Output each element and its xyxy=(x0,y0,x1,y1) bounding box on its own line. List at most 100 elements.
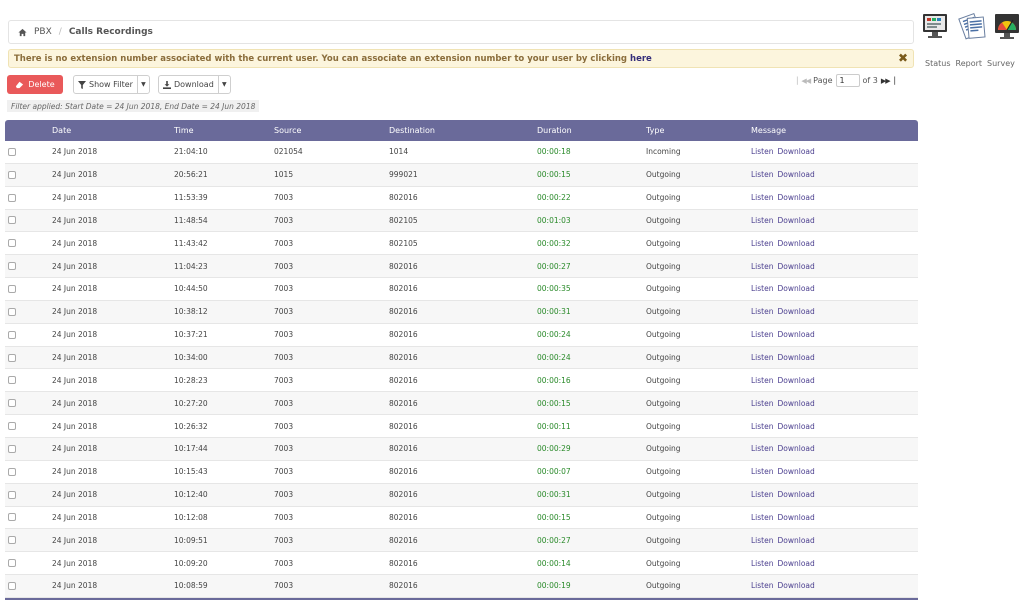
download-link[interactable]: Download xyxy=(777,353,815,363)
download-link[interactable]: Download xyxy=(777,284,815,294)
row-checkbox[interactable] xyxy=(8,330,16,339)
cell-type: Outgoing xyxy=(646,490,681,500)
last-page-icon[interactable]: ▶▶▕ xyxy=(880,76,895,85)
download-link[interactable]: Download xyxy=(777,535,815,545)
row-checkbox[interactable] xyxy=(8,559,16,568)
download-link[interactable]: Download xyxy=(777,147,815,157)
row-checkbox[interactable] xyxy=(8,193,16,202)
download-link[interactable]: Download xyxy=(777,421,815,431)
header-type[interactable]: Type xyxy=(646,126,665,135)
listen-link[interactable]: Listen xyxy=(751,512,774,522)
row-checkbox[interactable] xyxy=(8,216,16,225)
listen-link[interactable]: Listen xyxy=(751,330,774,340)
status-monitor-icon[interactable] xyxy=(920,11,952,41)
survey-gauge-icon[interactable] xyxy=(992,11,1024,41)
listen-link[interactable]: Listen xyxy=(751,353,774,363)
row-checkbox[interactable] xyxy=(8,444,16,453)
header-source[interactable]: Source xyxy=(274,126,302,135)
table-body: 24 Jun 2018 21:04:10 021054 1014 00:00:18 Inc… xyxy=(5,141,918,598)
listen-link[interactable]: Listen xyxy=(751,238,774,248)
row-checkbox[interactable] xyxy=(8,467,16,476)
cell-duration: 00:00:15 xyxy=(537,170,571,180)
download-link[interactable]: Download xyxy=(777,307,815,317)
cell-date: 24 Jun 2018 xyxy=(52,238,98,248)
listen-link[interactable]: Listen xyxy=(751,284,774,294)
table-row: 24 Jun 2018 10:15:43 7003 802016 00:00:07 Out… xyxy=(5,461,918,484)
listen-link[interactable]: Listen xyxy=(751,193,774,203)
download-link[interactable]: Download xyxy=(777,330,815,340)
cell-source: 7003 xyxy=(274,284,294,294)
row-checkbox[interactable] xyxy=(8,262,16,271)
download-link[interactable]: Download xyxy=(777,193,815,203)
cell-type: Outgoing xyxy=(646,375,681,385)
row-checkbox[interactable] xyxy=(8,147,16,156)
top-icon-bar xyxy=(920,11,1024,41)
listen-link[interactable]: Listen xyxy=(751,535,774,545)
alert-here-link[interactable]: here xyxy=(630,53,652,64)
table-row: 24 Jun 2018 10:09:51 7003 802016 00:00:27 Out… xyxy=(5,529,918,553)
row-checkbox[interactable] xyxy=(8,307,16,316)
row-checkbox[interactable] xyxy=(8,284,16,293)
first-page-icon[interactable]: ▏◀◀ xyxy=(797,76,811,85)
show-filter-button[interactable]: Show Filter xyxy=(74,76,138,93)
listen-link[interactable]: Listen xyxy=(751,490,774,500)
header-date[interactable]: Date xyxy=(52,126,72,135)
report-documents-icon[interactable] xyxy=(956,11,988,41)
listen-link[interactable]: Listen xyxy=(751,307,774,317)
download-link[interactable]: Download xyxy=(777,375,815,385)
header-time[interactable]: Time xyxy=(174,126,194,135)
download-link[interactable]: Download xyxy=(777,490,815,500)
listen-link[interactable]: Listen xyxy=(751,467,774,477)
download-link[interactable]: Download xyxy=(777,581,815,591)
download-link[interactable]: Download xyxy=(777,444,815,454)
download-link[interactable]: Download xyxy=(777,398,815,408)
row-checkbox[interactable] xyxy=(8,353,16,362)
listen-link[interactable]: Listen xyxy=(751,261,774,271)
listen-link[interactable]: Listen xyxy=(751,375,774,385)
chevron-down-icon[interactable]: ▼ xyxy=(141,81,146,88)
report-link[interactable]: Report xyxy=(955,59,983,68)
header-duration[interactable]: Duration xyxy=(537,126,572,135)
listen-link[interactable]: Listen xyxy=(751,147,774,157)
listen-link[interactable]: Listen xyxy=(751,558,774,568)
row-checkbox[interactable] xyxy=(8,239,16,248)
row-checkbox[interactable] xyxy=(8,513,16,522)
status-link[interactable]: Status xyxy=(925,59,951,68)
listen-link[interactable]: Listen xyxy=(751,398,774,408)
download-link[interactable]: Download xyxy=(777,238,815,248)
header-destination[interactable]: Destination xyxy=(389,126,435,135)
breadcrumb-pbx[interactable]: PBX xyxy=(34,27,52,37)
table-row: 24 Jun 2018 10:09:20 7003 802016 00:00:14 Out… xyxy=(5,552,918,576)
cell-time: 10:17:44 xyxy=(174,444,208,454)
row-checkbox[interactable] xyxy=(8,376,16,385)
download-button[interactable]: Download xyxy=(159,76,219,93)
row-checkbox[interactable] xyxy=(8,422,16,431)
survey-link[interactable]: Survey xyxy=(987,59,1015,68)
download-link[interactable]: Download xyxy=(777,170,815,180)
download-link[interactable]: Download xyxy=(777,467,815,477)
row-checkbox[interactable] xyxy=(8,581,16,590)
cell-source: 7003 xyxy=(274,512,294,522)
listen-link[interactable]: Listen xyxy=(751,215,774,225)
page-number-input[interactable] xyxy=(835,74,860,87)
close-icon[interactable]: ✖ xyxy=(897,51,908,65)
row-checkbox[interactable] xyxy=(8,170,16,179)
row-checkbox[interactable] xyxy=(8,536,16,545)
listen-link[interactable]: Listen xyxy=(751,170,774,180)
cell-date: 24 Jun 2018 xyxy=(52,330,98,340)
row-checkbox[interactable] xyxy=(8,490,16,499)
delete-button[interactable]: Delete xyxy=(7,75,63,94)
row-checkbox[interactable] xyxy=(8,399,16,408)
cell-duration: 00:00:11 xyxy=(537,421,571,431)
download-link[interactable]: Download xyxy=(777,512,815,522)
download-link[interactable]: Download xyxy=(777,215,815,225)
cell-date: 24 Jun 2018 xyxy=(52,512,98,522)
chevron-down-icon[interactable]: ▼ xyxy=(221,81,227,88)
download-link[interactable]: Download xyxy=(777,558,815,568)
download-link[interactable]: Download xyxy=(777,261,815,271)
listen-link[interactable]: Listen xyxy=(751,421,774,431)
home-icon[interactable] xyxy=(18,28,27,37)
listen-link[interactable]: Listen xyxy=(751,581,774,591)
cell-time: 11:04:23 xyxy=(174,261,208,271)
listen-link[interactable]: Listen xyxy=(751,444,774,454)
